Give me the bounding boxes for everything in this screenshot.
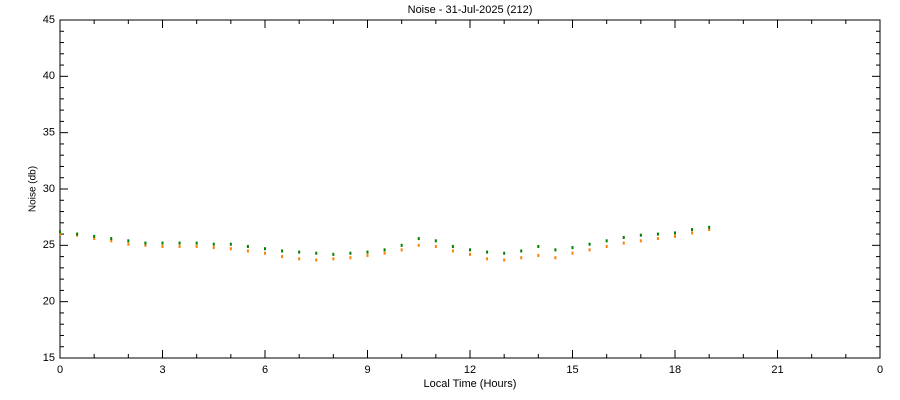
point <box>434 239 437 243</box>
point <box>264 251 266 255</box>
point <box>622 241 625 245</box>
point <box>212 246 215 250</box>
point <box>332 257 335 261</box>
point <box>76 232 79 236</box>
point <box>315 258 318 262</box>
point <box>298 250 301 254</box>
point <box>195 244 198 248</box>
point <box>520 256 523 260</box>
x-tick-label: 9 <box>364 364 370 376</box>
point <box>229 247 232 251</box>
x-tick-label: 6 <box>262 364 268 376</box>
point <box>691 231 694 235</box>
point <box>588 248 591 252</box>
point <box>110 239 113 243</box>
point <box>161 244 164 248</box>
point <box>451 249 454 253</box>
point <box>571 251 574 255</box>
point <box>366 253 369 257</box>
y-tick-label: 20 <box>43 296 55 308</box>
point <box>656 232 659 236</box>
point <box>417 237 420 241</box>
point <box>674 231 676 235</box>
point <box>212 242 215 246</box>
point <box>691 228 694 232</box>
point <box>246 249 249 253</box>
point <box>281 249 284 253</box>
point <box>366 250 369 254</box>
point <box>537 253 540 257</box>
point <box>708 225 711 229</box>
point <box>144 243 147 247</box>
point <box>110 237 113 241</box>
x-axis-label: Local Time (Hours) <box>424 378 517 390</box>
y-tick-label: 30 <box>43 183 55 195</box>
point <box>178 241 181 245</box>
point <box>469 252 471 256</box>
point <box>503 258 506 262</box>
x-tick-label: 0 <box>877 364 883 376</box>
x-tick-label: 0 <box>57 364 63 376</box>
point <box>178 244 181 248</box>
point <box>486 257 489 261</box>
point <box>622 235 625 239</box>
point <box>349 251 352 255</box>
point <box>605 244 608 248</box>
point <box>639 239 642 243</box>
point <box>383 248 386 252</box>
point <box>486 250 489 254</box>
y-tick-label: 40 <box>43 70 55 82</box>
x-tick-label: 18 <box>669 364 681 376</box>
point <box>400 248 403 252</box>
point <box>383 251 386 255</box>
point <box>144 241 147 245</box>
point <box>417 243 420 247</box>
y-axis-label: Noise (db) <box>28 166 39 212</box>
point <box>588 242 591 246</box>
y-tick-label: 45 <box>43 14 55 26</box>
point <box>708 228 711 232</box>
point <box>281 255 284 259</box>
point <box>298 257 301 261</box>
point <box>554 256 557 260</box>
x-tick-label: 15 <box>566 364 578 376</box>
y-tick-label: 25 <box>43 239 55 251</box>
point <box>229 242 232 246</box>
point <box>400 243 403 247</box>
point <box>127 239 130 243</box>
point <box>59 232 61 236</box>
chart-title: Noise - 31-Jul-2025 (212) <box>408 4 533 16</box>
point <box>605 239 608 243</box>
point <box>451 244 454 248</box>
point <box>520 249 523 253</box>
point <box>93 234 96 238</box>
point <box>93 237 96 241</box>
point <box>469 248 471 252</box>
x-tick-label: 3 <box>159 364 165 376</box>
point <box>349 256 352 260</box>
x-tick-label: 21 <box>771 364 783 376</box>
point <box>656 237 659 241</box>
y-tick-label: 15 <box>43 352 55 364</box>
point <box>127 242 130 246</box>
point <box>571 246 574 250</box>
point <box>639 233 642 237</box>
point <box>434 244 437 248</box>
point <box>503 251 506 255</box>
point <box>674 234 676 238</box>
point <box>315 251 318 255</box>
x-tick-label: 12 <box>464 364 476 376</box>
point <box>59 230 61 234</box>
point <box>195 241 198 245</box>
plot-frame <box>59 19 881 359</box>
y-tick-label: 35 <box>43 127 55 139</box>
point <box>537 244 540 248</box>
point <box>161 241 164 245</box>
point <box>554 248 557 252</box>
point <box>264 247 266 251</box>
point <box>246 244 249 248</box>
point <box>332 252 335 256</box>
